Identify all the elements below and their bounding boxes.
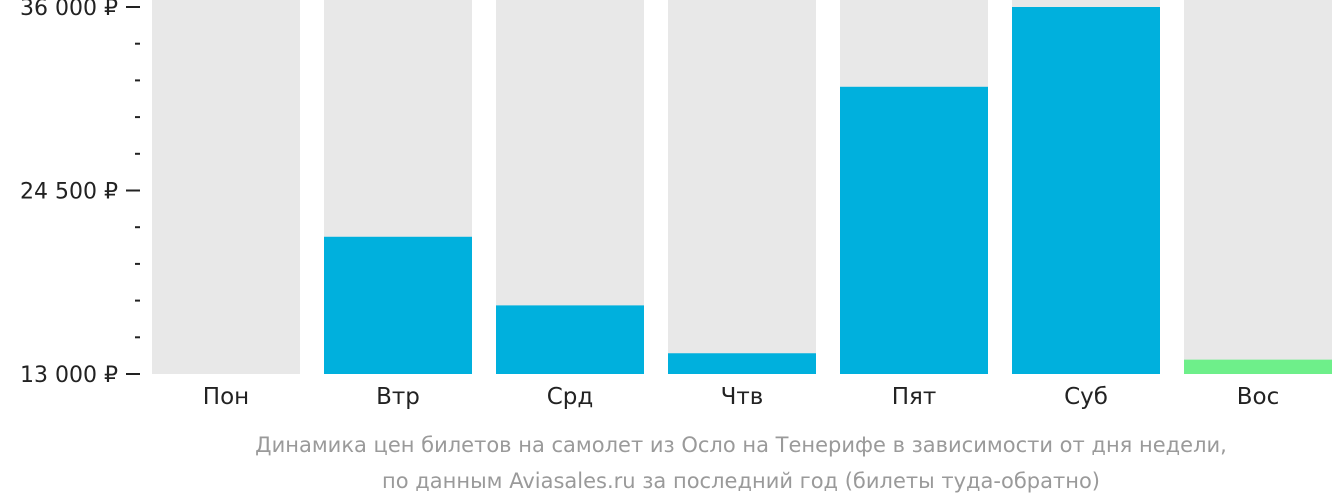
x-tick-label-5: Пят [892,384,937,410]
bar-3 [496,305,644,374]
bar-6 [1012,7,1160,374]
x-tick-label-6: Суб [1064,384,1108,410]
bar-background-4 [668,0,816,374]
y-axis: 13 000 ₽ 24 500 ₽ 36 000 ₽ [20,0,140,388]
bar-2 [324,236,472,374]
chart-caption-line-2: по данным Aviasales.ru за последний год … [382,469,1100,493]
x-tick-label-3: Срд [547,384,594,410]
bar-background-1 [152,0,300,374]
x-tick-label-7: Вос [1237,384,1280,410]
bar-5 [840,86,988,375]
x-tick-label-2: Втр [376,384,420,410]
y-tick-label-1: 13 000 ₽ [20,363,118,388]
y-tick-label-2: 24 500 ₽ [20,180,118,205]
bar-background-7 [1184,0,1332,374]
x-tick-label-4: Чтв [721,384,764,410]
bar-7 [1184,359,1332,374]
bar-layer [324,7,1332,375]
bar-4 [668,353,816,374]
x-axis-labels: Пон Втр Срд Чтв Пят Суб Вос [203,384,1279,410]
chart-caption-line-1: Динамика цен билетов на самолет из Осло … [255,433,1227,457]
y-tick-label-3: 36 000 ₽ [20,0,118,21]
x-tick-label-1: Пон [203,384,249,410]
